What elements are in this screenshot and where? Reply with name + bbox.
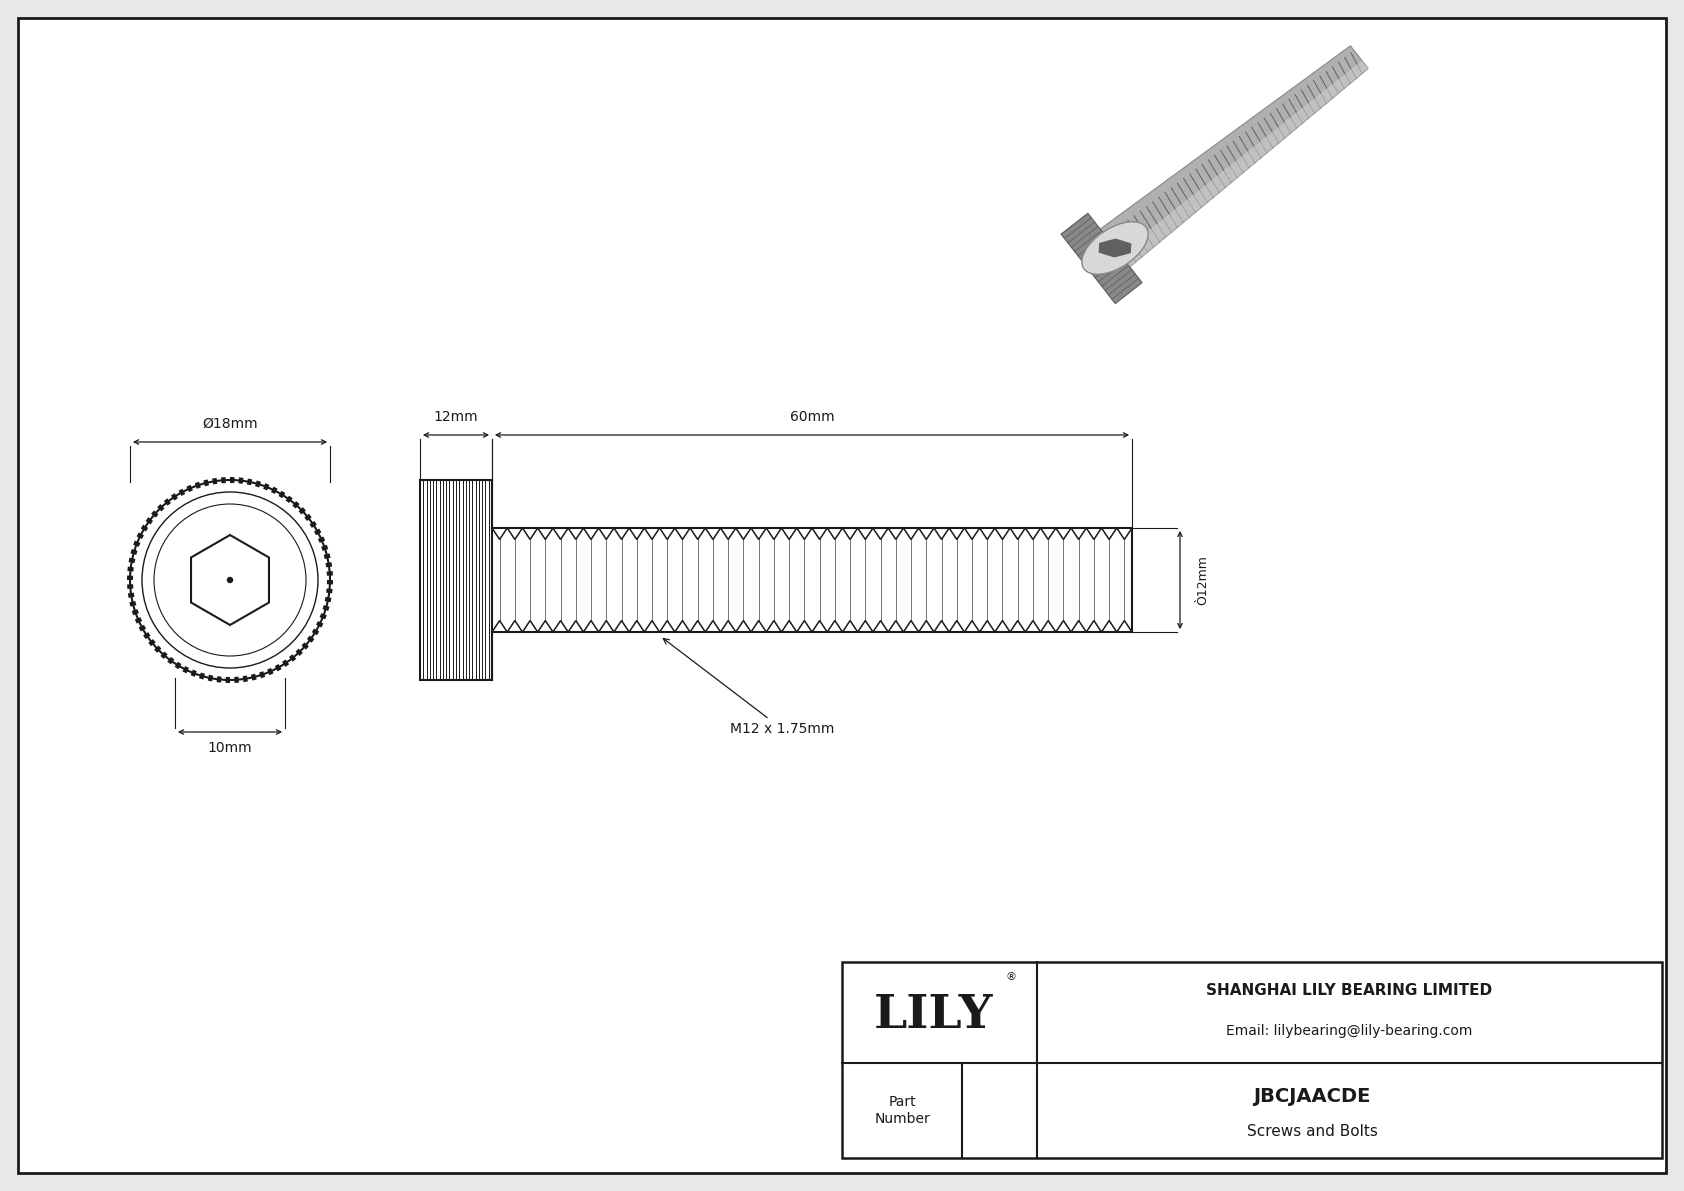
Polygon shape <box>318 536 325 543</box>
Polygon shape <box>1120 61 1367 267</box>
Text: SHANGHAI LILY BEARING LIMITED: SHANGHAI LILY BEARING LIMITED <box>1206 983 1492 998</box>
Polygon shape <box>259 672 264 678</box>
Text: 10mm: 10mm <box>207 741 253 755</box>
Polygon shape <box>179 488 185 495</box>
Polygon shape <box>157 504 165 511</box>
Circle shape <box>227 578 232 582</box>
Polygon shape <box>212 478 217 485</box>
Polygon shape <box>128 557 135 563</box>
Polygon shape <box>135 617 141 624</box>
Polygon shape <box>301 642 308 649</box>
Polygon shape <box>126 575 133 580</box>
Polygon shape <box>182 666 189 673</box>
Polygon shape <box>254 480 261 487</box>
Polygon shape <box>204 480 209 486</box>
Polygon shape <box>130 601 136 606</box>
Polygon shape <box>133 541 140 547</box>
Polygon shape <box>325 562 332 567</box>
Bar <box>492 528 1132 632</box>
Circle shape <box>130 480 330 680</box>
Polygon shape <box>128 567 133 572</box>
Polygon shape <box>136 532 143 540</box>
Polygon shape <box>170 493 179 500</box>
Text: JBCJAACDE: JBCJAACDE <box>1253 1086 1371 1105</box>
Polygon shape <box>271 487 278 494</box>
Ellipse shape <box>1081 222 1148 274</box>
Polygon shape <box>268 668 273 675</box>
Polygon shape <box>317 621 323 628</box>
Polygon shape <box>130 549 138 555</box>
Polygon shape <box>148 640 155 647</box>
Polygon shape <box>327 570 333 575</box>
Polygon shape <box>320 613 327 619</box>
Polygon shape <box>126 585 133 590</box>
Polygon shape <box>278 491 285 498</box>
Polygon shape <box>1100 239 1132 257</box>
Polygon shape <box>322 544 328 550</box>
Polygon shape <box>242 675 248 682</box>
Polygon shape <box>263 484 269 491</box>
Text: ®: ® <box>1005 972 1017 983</box>
Polygon shape <box>1100 45 1367 267</box>
Polygon shape <box>207 674 214 681</box>
Polygon shape <box>313 529 322 535</box>
Polygon shape <box>327 580 333 585</box>
Text: LILY: LILY <box>874 991 994 1037</box>
Text: Ø18mm: Ø18mm <box>202 417 258 431</box>
Polygon shape <box>234 676 239 682</box>
Polygon shape <box>305 513 312 520</box>
Text: M12 x 1.75mm: M12 x 1.75mm <box>663 638 834 736</box>
Polygon shape <box>295 649 303 656</box>
Polygon shape <box>152 511 158 518</box>
Polygon shape <box>175 662 182 669</box>
Polygon shape <box>195 482 200 488</box>
Polygon shape <box>190 669 197 676</box>
Polygon shape <box>141 525 148 531</box>
Polygon shape <box>325 597 332 603</box>
Polygon shape <box>187 485 194 492</box>
Polygon shape <box>138 625 147 631</box>
Polygon shape <box>274 665 281 672</box>
Polygon shape <box>298 507 306 515</box>
Text: Ò12mm: Ò12mm <box>1196 555 1209 605</box>
Polygon shape <box>310 520 317 528</box>
Polygon shape <box>190 535 269 625</box>
Polygon shape <box>323 554 330 559</box>
Polygon shape <box>226 676 231 682</box>
Polygon shape <box>251 674 256 680</box>
Polygon shape <box>199 673 205 680</box>
Polygon shape <box>283 660 290 667</box>
Polygon shape <box>312 629 320 635</box>
Circle shape <box>141 492 318 668</box>
Polygon shape <box>306 636 315 643</box>
Polygon shape <box>163 498 172 506</box>
Polygon shape <box>221 478 226 484</box>
Polygon shape <box>153 646 162 653</box>
Polygon shape <box>323 605 330 611</box>
Polygon shape <box>293 501 300 509</box>
Polygon shape <box>143 632 150 640</box>
Polygon shape <box>239 478 244 484</box>
Bar <box>842 962 1662 1158</box>
Polygon shape <box>231 478 234 484</box>
Text: 60mm: 60mm <box>790 410 834 424</box>
Polygon shape <box>160 651 168 659</box>
Polygon shape <box>286 495 293 503</box>
Polygon shape <box>128 593 135 598</box>
Polygon shape <box>145 517 153 524</box>
Polygon shape <box>290 654 296 662</box>
Text: Part
Number: Part Number <box>874 1096 930 1125</box>
Polygon shape <box>167 657 175 665</box>
Bar <box>419 480 492 680</box>
Text: Email: lilybearing@lily-bearing.com: Email: lilybearing@lily-bearing.com <box>1226 1024 1474 1037</box>
Polygon shape <box>217 676 222 682</box>
Polygon shape <box>327 588 333 593</box>
Bar <box>419 480 492 680</box>
Polygon shape <box>1061 213 1142 304</box>
Ellipse shape <box>1106 242 1123 255</box>
Polygon shape <box>131 609 138 616</box>
Text: 12mm: 12mm <box>434 410 478 424</box>
Text: Screws and Bolts: Screws and Bolts <box>1246 1124 1378 1139</box>
Polygon shape <box>248 479 253 485</box>
